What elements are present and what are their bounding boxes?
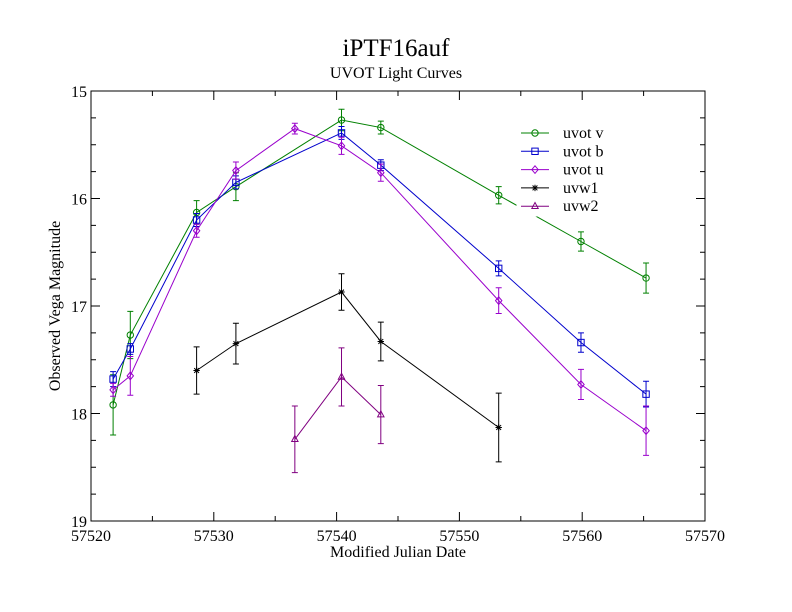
data-point	[232, 165, 240, 176]
y-tick-label: 15	[71, 84, 87, 101]
error-bar	[577, 231, 584, 252]
data-point	[337, 372, 346, 380]
data-point	[642, 274, 650, 282]
error-bar	[377, 385, 384, 445]
data-point	[494, 264, 503, 273]
data-point	[377, 123, 385, 132]
legend-label: uvot u	[563, 162, 603, 179]
x-tick-label: 57560	[562, 528, 602, 545]
chart-subtitle: UVOT Light Curves	[330, 65, 462, 82]
data-point	[376, 168, 385, 178]
legend-label: uvot b	[563, 143, 603, 160]
series-uvw2	[290, 347, 385, 474]
data-point	[642, 426, 650, 436]
series-uvw1	[193, 273, 502, 463]
data-point	[577, 237, 585, 246]
legend-item: uvot v	[521, 125, 603, 142]
legend-marker	[531, 147, 539, 156]
legend-item: uvw2	[521, 198, 599, 215]
data-point	[232, 340, 240, 347]
y-tick-label: 19	[71, 514, 87, 531]
error-bar	[643, 380, 650, 408]
data-point	[192, 226, 201, 236]
data-point	[126, 331, 134, 339]
data-point	[126, 345, 134, 353]
error-bar	[338, 347, 345, 407]
legend-marker	[531, 129, 539, 137]
series-line	[196, 291, 499, 428]
error-bar	[232, 161, 239, 180]
data-point	[337, 116, 346, 124]
chart-title: iPTF16auf	[343, 35, 451, 62]
error-bar	[643, 405, 650, 456]
series-uvot-u	[109, 122, 650, 456]
legend-item: uvot u	[521, 162, 603, 179]
data-point	[337, 129, 346, 137]
legend-marker	[531, 165, 539, 175]
legend-label: uvw2	[563, 198, 599, 215]
data-point	[109, 385, 117, 395]
error-bar	[495, 287, 502, 315]
data-point	[290, 124, 299, 134]
x-tick-label: 57550	[439, 528, 479, 545]
error-bar	[338, 136, 345, 155]
data-point	[642, 390, 650, 398]
data-point	[192, 216, 201, 224]
error-bar	[291, 405, 298, 474]
error-bar	[495, 260, 502, 277]
legend-item: uvot b	[521, 143, 603, 160]
x-tick-label: 57540	[317, 528, 357, 545]
data-point	[337, 141, 346, 151]
data-point	[494, 296, 503, 306]
legend-marker	[531, 184, 539, 192]
error-bar	[577, 332, 584, 353]
data-point	[377, 338, 385, 345]
x-tick-label: 57520	[71, 528, 111, 545]
error-bar	[377, 163, 384, 182]
error-bar	[643, 262, 650, 294]
data-point	[495, 424, 502, 431]
data-point	[577, 379, 585, 390]
x-tick-label: 57530	[194, 528, 234, 545]
y-axis-label: Observed Vega Magnitude	[47, 221, 64, 391]
data-point	[193, 367, 200, 374]
data-point	[376, 409, 385, 418]
legend-item: uvw1	[521, 180, 599, 197]
x-tick-label: 57570	[685, 528, 725, 545]
data-point	[109, 375, 117, 383]
y-tick-label: 17	[71, 299, 87, 316]
error-bar	[495, 186, 502, 205]
error-bar	[127, 356, 134, 396]
data-point	[577, 338, 585, 347]
legend-label: uvw1	[563, 180, 599, 197]
legend-marker	[530, 201, 540, 209]
series-line	[112, 128, 647, 432]
data-point	[494, 191, 503, 199]
data-point	[126, 371, 135, 381]
data-point	[338, 288, 345, 296]
x-axis-label: Modified Julian Date	[330, 544, 466, 561]
y-tick-label: 16	[71, 192, 87, 209]
data-point	[109, 401, 117, 409]
error-bar	[377, 120, 384, 135]
y-tick-label: 18	[71, 407, 87, 424]
data-point	[290, 434, 299, 443]
error-bar	[577, 368, 584, 401]
series-line	[294, 376, 382, 440]
legend-label: uvot v	[563, 125, 603, 142]
